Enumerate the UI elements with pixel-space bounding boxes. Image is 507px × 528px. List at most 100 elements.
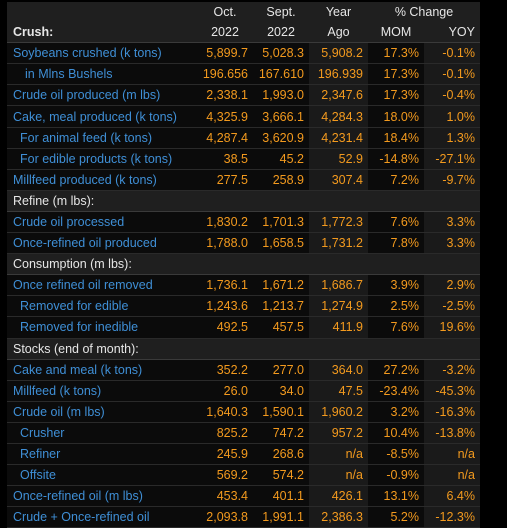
value-sept-2022: 45.2: [253, 148, 309, 170]
row-label: For animal feed (k tons): [7, 127, 197, 149]
value-year-ago: 2,347.6: [309, 84, 368, 107]
value-oct-2022: 4,287.4: [197, 127, 253, 149]
table-row: Crude oil processed 1,830.2 1,701.3 1,772.3…: [7, 211, 480, 234]
table-row: Removed for inedible 492.5 457.5 411.9 7.6% 1…: [7, 316, 480, 339]
row-label: in Mlns Bushels: [7, 63, 197, 86]
value-yoy-change: -13.8%: [424, 422, 480, 444]
section-title: Consumption (m lbs):: [7, 253, 197, 276]
table-row: Crude + Once-refined oil 2,093.8 1,991.1 2,…: [7, 506, 480, 528]
header-col2-bottom: 2022: [253, 22, 309, 44]
value-year-ago: 426.1: [309, 485, 368, 508]
value-mom-change: 3.9%: [368, 274, 424, 297]
section-title: Refine (m lbs):: [7, 190, 197, 212]
header-yoy: YOY: [424, 22, 480, 44]
value-oct-2022: 2,093.8: [197, 506, 253, 528]
value-mom-change: 17.3%: [368, 63, 424, 86]
table-row: Removed for edible 1,243.6 1,213.7 1,274.9 2…: [7, 295, 480, 318]
value-year-ago: 411.9: [309, 316, 368, 339]
value-mom-change: -23.4%: [368, 380, 424, 402]
section-title-crush: Crush:: [7, 22, 197, 44]
value-mom-change: 18.0%: [368, 105, 424, 128]
value-year-ago: 1,274.9: [309, 295, 368, 318]
value-year-ago: 5,908.2: [309, 42, 368, 65]
row-label: Removed for edible: [7, 295, 197, 318]
row-label: Millfeed (k tons): [7, 380, 197, 402]
value-yoy-change: -0.1%: [424, 63, 480, 86]
value-yoy-change: -0.4%: [424, 84, 480, 107]
row-label: Crude oil processed: [7, 211, 197, 234]
value-year-ago: 4,231.4: [309, 127, 368, 149]
value-year-ago: 1,686.7: [309, 274, 368, 297]
value-year-ago: 1,731.2: [309, 232, 368, 255]
value-oct-2022: 1,788.0: [197, 232, 253, 255]
row-label: Crude + Once-refined oil: [7, 506, 197, 528]
value-yoy-change: 6.4%: [424, 485, 480, 508]
table-row: Millfeed produced (k tons) 277.5 258.9 307.…: [7, 169, 480, 191]
row-label: Once-refined oil (m lbs): [7, 485, 197, 508]
value-oct-2022: 352.2: [197, 359, 253, 381]
section-header: Consumption (m lbs):: [7, 253, 480, 276]
row-label: Once-refined oil produced: [7, 232, 197, 255]
value-yoy-change: -45.3%: [424, 380, 480, 402]
table-body: Oct. Sept. Year % Change Crush: 2022 202…: [7, 2, 480, 528]
value-year-ago: n/a: [309, 464, 368, 487]
value-oct-2022: 4,325.9: [197, 105, 253, 128]
value-mom-change: 5.2%: [368, 506, 424, 528]
value-mom-change: 7.6%: [368, 316, 424, 339]
row-label: Millfeed produced (k tons): [7, 169, 197, 191]
value-mom-change: 13.1%: [368, 485, 424, 508]
header-blank: [7, 2, 197, 23]
value-oct-2022: 825.2: [197, 422, 253, 444]
row-label: Crude oil produced (m lbs): [7, 84, 197, 107]
value-yoy-change: 1.3%: [424, 127, 480, 149]
row-label: Removed for inedible: [7, 316, 197, 339]
table-row: Millfeed (k tons) 26.0 34.0 47.5 -23.4% -45.3…: [7, 380, 480, 402]
section-header-fill: [197, 190, 480, 212]
value-oct-2022: 492.5: [197, 316, 253, 339]
value-year-ago: 1,960.2: [309, 401, 368, 423]
table-row: Soybeans crushed (k tons) 5,899.7 5,028.3 5…: [7, 42, 480, 65]
value-year-ago: 2,386.3: [309, 506, 368, 528]
table-row: Offsite 569.2 574.2 n/a -0.9% n/a: [7, 464, 480, 487]
value-mom-change: -0.9%: [368, 464, 424, 487]
value-yoy-change: n/a: [424, 443, 480, 466]
value-yoy-change: 19.6%: [424, 316, 480, 339]
value-oct-2022: 1,736.1: [197, 274, 253, 297]
value-oct-2022: 2,338.1: [197, 84, 253, 107]
section-header-fill: [197, 253, 480, 276]
value-year-ago: 4,284.3: [309, 105, 368, 128]
value-sept-2022: 5,028.3: [253, 42, 309, 65]
row-label: Soybeans crushed (k tons): [7, 42, 197, 65]
value-mom-change: 3.2%: [368, 401, 424, 423]
value-mom-change: 27.2%: [368, 359, 424, 381]
value-yoy-change: -0.1%: [424, 42, 480, 65]
value-sept-2022: 1,590.1: [253, 401, 309, 423]
value-sept-2022: 277.0: [253, 359, 309, 381]
table-row: in Mlns Bushels 196.656 167.610 196.939 17.3…: [7, 63, 480, 86]
header-col3-bottom: Ago: [309, 22, 368, 44]
value-year-ago: n/a: [309, 443, 368, 466]
value-oct-2022: 26.0: [197, 380, 253, 402]
value-sept-2022: 268.6: [253, 443, 309, 466]
row-label: Cake, meal produced (k tons): [7, 105, 197, 128]
header-col2-top: Sept.: [253, 2, 309, 23]
value-sept-2022: 34.0: [253, 380, 309, 402]
value-yoy-change: -12.3%: [424, 506, 480, 528]
value-yoy-change: 2.9%: [424, 274, 480, 297]
header-col1-top: Oct.: [197, 2, 253, 23]
value-year-ago: 957.2: [309, 422, 368, 444]
header-col1-bottom: 2022: [197, 22, 253, 44]
value-sept-2022: 258.9: [253, 169, 309, 191]
value-mom-change: 7.8%: [368, 232, 424, 255]
value-yoy-change: -9.7%: [424, 169, 480, 191]
value-yoy-change: -3.2%: [424, 359, 480, 381]
value-sept-2022: 1,671.2: [253, 274, 309, 297]
value-mom-change: 18.4%: [368, 127, 424, 149]
header-row-top: Oct. Sept. Year % Change: [7, 2, 480, 23]
value-mom-change: 7.2%: [368, 169, 424, 191]
value-oct-2022: 1,640.3: [197, 401, 253, 423]
row-label: Refiner: [7, 443, 197, 466]
row-label: Cake and meal (k tons): [7, 359, 197, 381]
value-oct-2022: 1,830.2: [197, 211, 253, 234]
value-sept-2022: 747.2: [253, 422, 309, 444]
